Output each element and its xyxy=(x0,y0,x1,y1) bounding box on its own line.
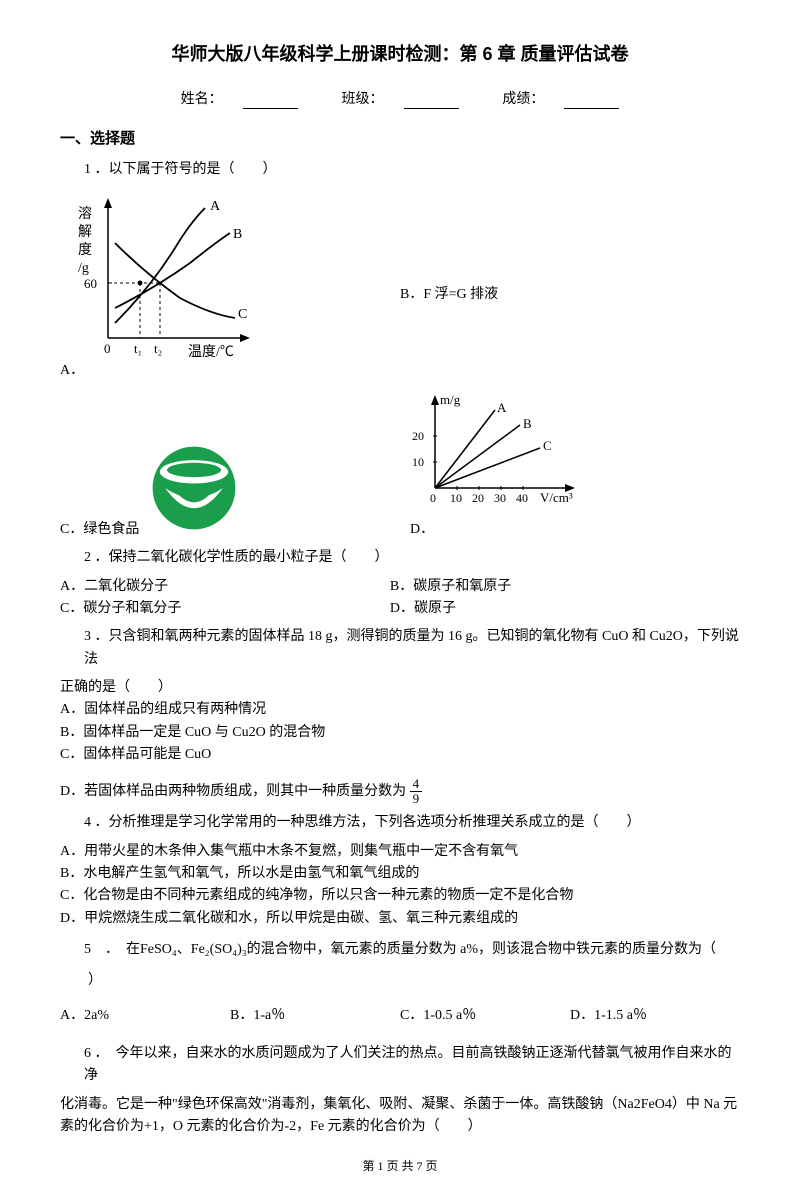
q2-option-a: A．二氧化碳分子 xyxy=(60,576,386,598)
svg-text:C: C xyxy=(543,438,552,453)
q6-line3: 素的化合价为+1，O 元素的化合价为-2，Fe 元素的化合价为（ ） xyxy=(60,1116,740,1138)
svg-text:V/cm³: V/cm³ xyxy=(540,490,573,505)
green-food-logo-icon xyxy=(149,443,239,541)
student-info-line: 姓名： 班级： 成绩： xyxy=(60,87,740,109)
q2-option-d: D．碳原子 xyxy=(390,598,716,620)
q3-stem-line1: 3 ．只含铜和氧两种元素的固体样品 18 g，测得铜的质量为 16 g。已知铜的… xyxy=(84,626,740,671)
svg-text:A: A xyxy=(210,199,221,214)
svg-text:0: 0 xyxy=(104,341,111,356)
q1-option-c: C．绿色食品 xyxy=(60,519,139,541)
score-label: 成绩： xyxy=(492,90,629,106)
svg-text:温度/℃: 温度/℃ xyxy=(188,344,234,360)
q5-stem: 5 ． 在FeSO₄、Fe₂(SO₄)₃的混合物中，氧元素的质量分数为 a%，则… xyxy=(84,936,740,964)
q3-stem-line2: 正确的是（ ） xyxy=(60,677,740,699)
q2-option-b: B．碳原子和氧原子 xyxy=(390,576,716,598)
q3-option-b: B．固体样品一定是 CuO 与 Cu2O 的混合物 xyxy=(60,722,740,744)
svg-text:10: 10 xyxy=(450,491,462,505)
q1-stem: 1 ．以下属于符号的是（ ） xyxy=(84,159,740,181)
q3-option-d: D．若固体样品由两种物质组成，则其中一种质量分数为 xyxy=(60,784,406,799)
q3-option-a: A．固体样品的组成只有两种情况 xyxy=(60,699,740,721)
q5-option-a: A．2a% xyxy=(60,1005,230,1027)
svg-text:20: 20 xyxy=(412,429,424,443)
svg-text:10: 10 xyxy=(412,455,424,469)
q1-chart-d: m/g 20 10 0 10 20 30 40 V/cm³ xyxy=(400,390,590,518)
section-1-title: 一、选择题 xyxy=(60,127,740,151)
class-label: 班级： xyxy=(332,90,469,106)
q4-option-d: D．甲烷燃烧生成二氧化碳和水，所以甲烷是由碳、氢、氧三种元素组成的 xyxy=(60,908,740,930)
q5-option-c: C．1-0.5 a％ xyxy=(400,1005,570,1027)
svg-text:/g: /g xyxy=(78,261,89,276)
q4-stem: 4 ．分析推理是学习化学常用的一种思维方法，下列各选项分析推理关系成立的是（ ） xyxy=(84,812,740,834)
svg-text:溶: 溶 xyxy=(78,206,92,222)
page-footer: 第 1 页 共 7 页 xyxy=(60,1157,740,1176)
q6-line2: 化消毒。它是一种"绿色环保高效"消毒剂，集氧化、吸附、凝聚、杀菌于一体。高铁酸钠… xyxy=(60,1094,740,1116)
q5-formula-1: FeSO₄ xyxy=(140,942,177,957)
q1-option-b: B．F 浮=G 排液 xyxy=(400,284,740,376)
q5-option-d: D．1-1.5 a％ xyxy=(570,1005,740,1027)
q4-option-c: C．化合物是由不同种元素组成的纯净物，所以只含一种元素的物质一定不是化合物 xyxy=(60,885,740,907)
svg-text:60: 60 xyxy=(84,276,97,291)
svg-text:t₂: t₂ xyxy=(154,341,162,356)
q2-stem: 2 ．保持二氧化碳化学性质的最小粒子是（ ） xyxy=(84,547,740,569)
q6-line1: 6 ． 今年以来，自来水的水质问题成为了人们关注的热点。目前高铁酸钠正逐渐代替氯… xyxy=(84,1043,740,1088)
svg-text:40: 40 xyxy=(516,491,528,505)
svg-text:A: A xyxy=(497,400,507,415)
q5-stem-end: ） xyxy=(60,970,740,992)
q4-option-b: B．水电解产生氢气和氧气，所以水是由氢气和氧气组成的 xyxy=(60,863,740,885)
svg-text:B: B xyxy=(233,227,242,242)
svg-text:m/g: m/g xyxy=(440,392,461,407)
q2-option-c: C．碳分子和氧分子 xyxy=(60,598,386,620)
q3-option-c: C．固体样品可能是 CuO xyxy=(60,744,740,766)
svg-text:30: 30 xyxy=(494,491,506,505)
q1-option-d-label: D． xyxy=(410,519,740,541)
q5-option-b: B．1-a％ xyxy=(230,1005,400,1027)
q3-fraction: 4 9 xyxy=(410,777,423,807)
q4-option-a: A．用带火星的木条伸入集气瓶中木条不复燃，则集气瓶中一定不含有氧气 xyxy=(60,841,740,863)
svg-text:20: 20 xyxy=(472,491,484,505)
svg-text:解: 解 xyxy=(78,224,92,240)
svg-text:B: B xyxy=(523,416,532,431)
q1-chart-a: 溶 解 度 /g 60 0 t₁ t₂ 温度/℃ xyxy=(60,188,260,376)
svg-text:C: C xyxy=(238,307,247,322)
svg-text:度: 度 xyxy=(78,242,92,258)
page-title: 华师大版八年级科学上册课时检测：第 6 章 质量评估试卷 xyxy=(60,40,740,69)
svg-text:0: 0 xyxy=(430,491,436,505)
svg-text:t₁: t₁ xyxy=(134,341,142,356)
name-label: 姓名： xyxy=(171,90,308,106)
q5-formula-2: Fe₂(SO₄)₃ xyxy=(191,942,247,957)
